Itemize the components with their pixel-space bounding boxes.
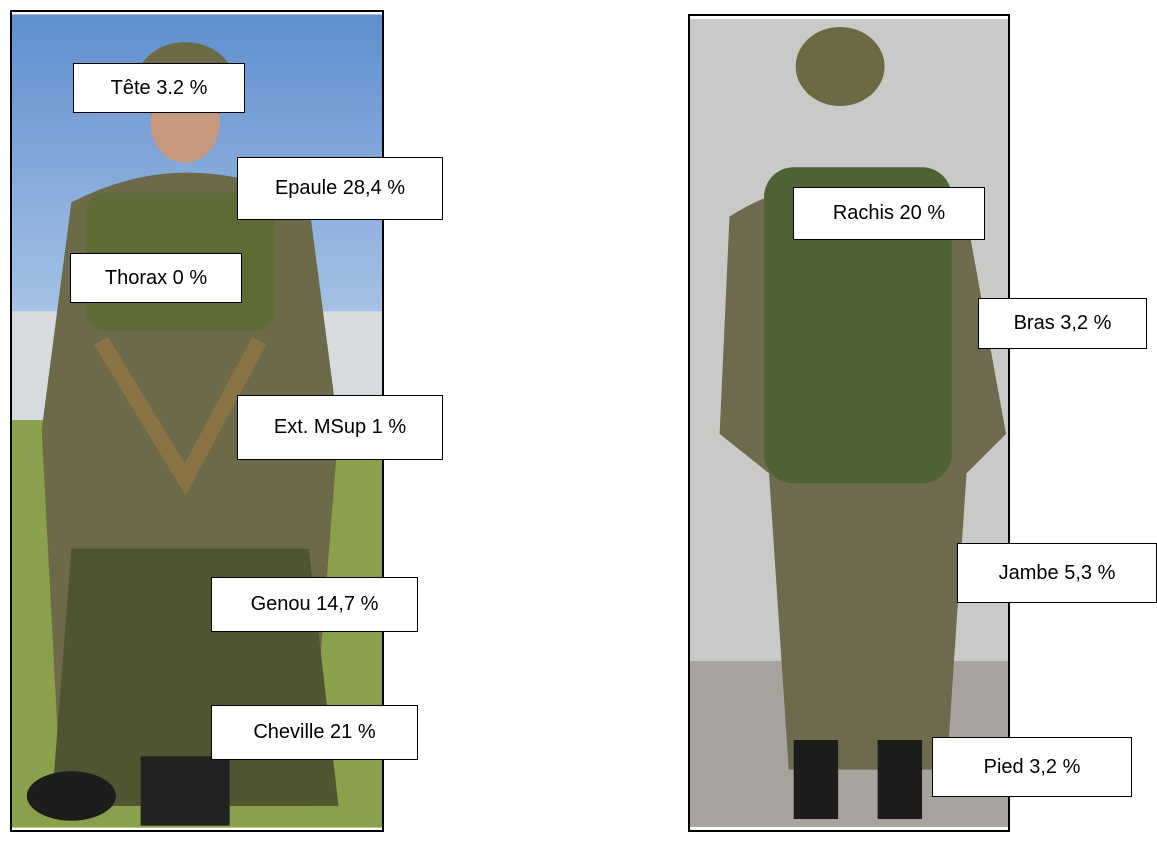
body-region-label: Rachis 20 % bbox=[793, 187, 985, 240]
body-region-label: Epaule 28,4 % bbox=[237, 157, 443, 220]
body-region-label: Genou 14,7 % bbox=[211, 577, 418, 632]
page: {"panels": [ {"labels": ["Tête 3.2 %", "… bbox=[0, 0, 1157, 855]
body-region-label: Thorax 0 % bbox=[70, 253, 242, 303]
body-region-label: Cheville 21 % bbox=[211, 705, 418, 760]
body-region-label: Pied 3,2 % bbox=[932, 737, 1132, 797]
body-region-label: Ext. MSup 1 % bbox=[237, 395, 443, 460]
body-region-label: Tête 3.2 % bbox=[73, 63, 245, 113]
back-photo bbox=[688, 14, 1010, 832]
body-region-label: Jambe 5,3 % bbox=[957, 543, 1157, 603]
body-region-label: Bras 3,2 % bbox=[978, 298, 1147, 349]
